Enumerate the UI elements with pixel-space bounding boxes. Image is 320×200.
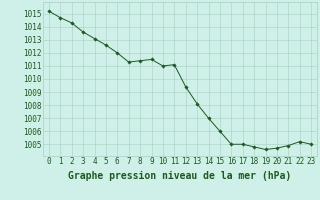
X-axis label: Graphe pression niveau de la mer (hPa): Graphe pression niveau de la mer (hPa) [68,171,292,181]
